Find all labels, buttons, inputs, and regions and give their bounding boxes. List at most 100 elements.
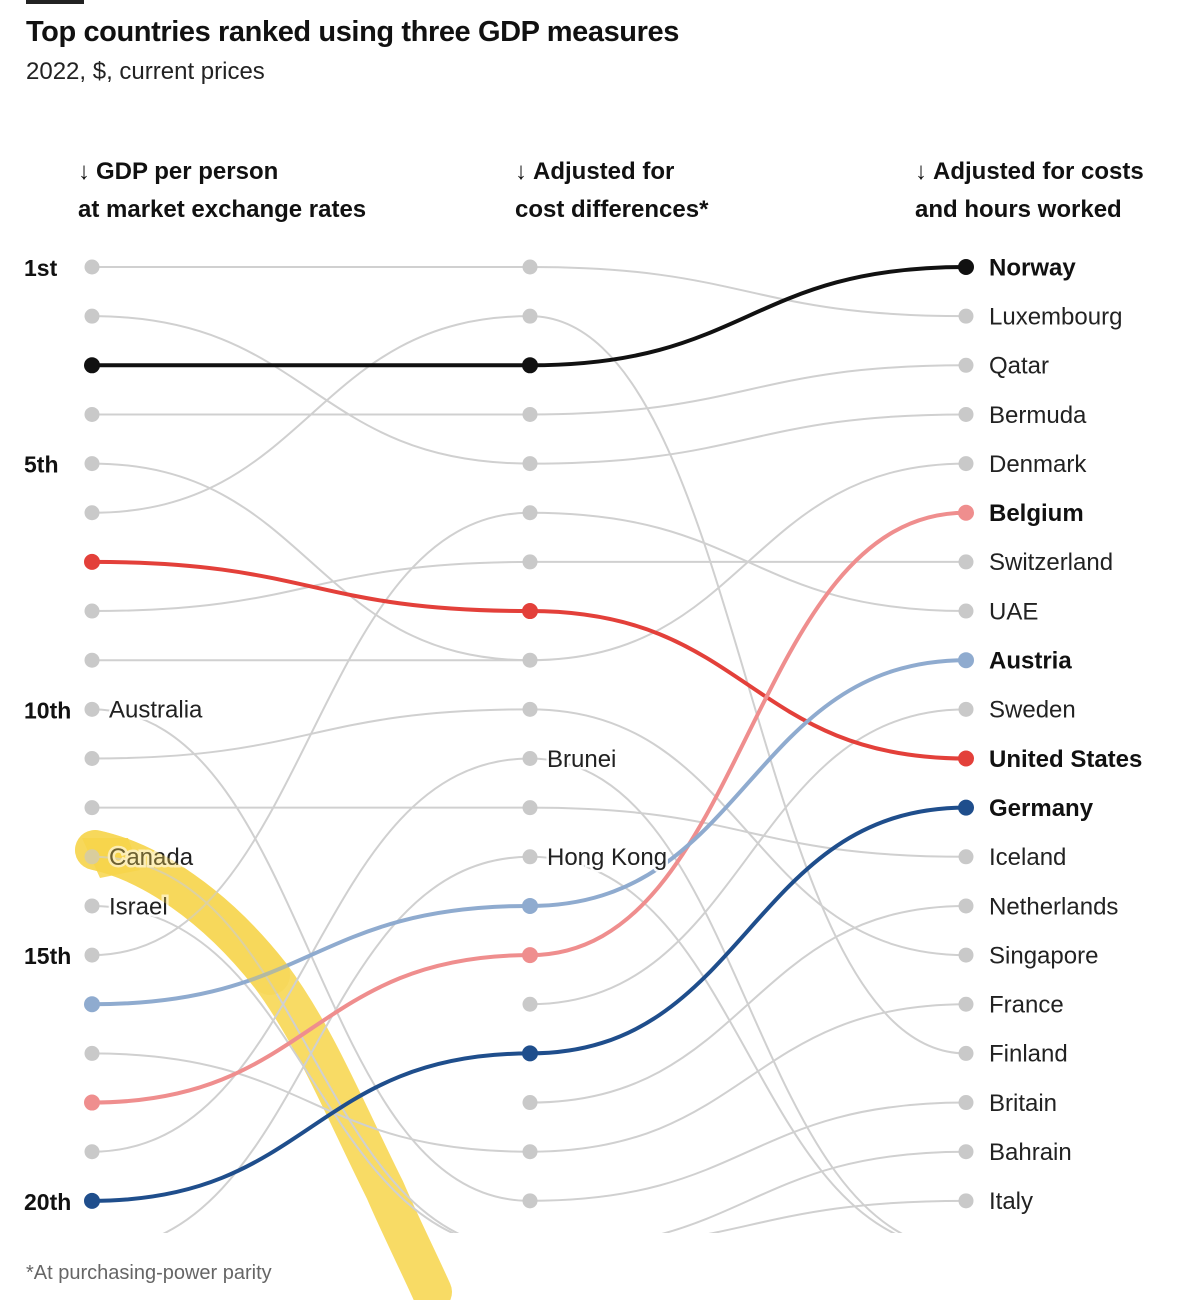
inline-label-canada: Canada — [109, 844, 194, 871]
inline-label-halo: Israel — [109, 893, 168, 920]
highlighter-overlay — [75, 830, 290, 995]
country-label-germany: Germany — [989, 795, 1094, 822]
chart-subtitle: 2022, $, current prices — [26, 58, 265, 85]
rank-dot — [84, 652, 100, 668]
grey-link — [529, 413, 967, 465]
country-label-bermuda: Bermuda — [989, 402, 1087, 429]
rank-dot-highlight — [84, 357, 100, 374]
grey-link — [529, 1101, 967, 1202]
chart-title: Top countries ranked using three GDP mea… — [26, 16, 679, 48]
rank-dot-highlight — [522, 603, 538, 620]
rank-dot — [84, 751, 100, 766]
rank-dot — [84, 456, 100, 472]
column-header-gdp-market: ↓ GDP per person at market exchange rates — [78, 153, 366, 229]
top-rule — [26, 0, 84, 4]
column-header-cost-hours-adjusted: ↓ Adjusted for costs and hours worked — [915, 153, 1144, 229]
rank-dot — [522, 1193, 538, 1209]
rank-dot — [958, 1193, 974, 1209]
grey-link — [529, 266, 967, 318]
grey-link — [529, 855, 897, 1233]
rank-dot — [84, 308, 100, 324]
column-header-line: and hours worked — [915, 196, 1122, 223]
country-label-united-states: United States — [989, 746, 1142, 773]
country-label-qatar: Qatar — [989, 353, 1049, 380]
rank-dot — [84, 849, 100, 865]
rank-dot — [522, 751, 538, 766]
down-arrow-icon: ↓ — [515, 158, 527, 185]
country-label-finland: Finland — [989, 1041, 1068, 1068]
rank-dot — [84, 947, 100, 963]
grey-link — [529, 462, 967, 662]
grey-link — [529, 806, 967, 858]
column-header-line: at market exchange rates — [78, 196, 367, 223]
grey-link — [708, 1199, 967, 1233]
inline-label-australia: Australia — [109, 697, 203, 724]
grey-link — [529, 904, 967, 1104]
grey-link — [91, 904, 456, 1233]
country-label-belgium: Belgium — [989, 500, 1084, 527]
grey-link — [529, 1003, 967, 1153]
rank-label: 1st — [24, 255, 58, 281]
rank-dot — [84, 1144, 100, 1160]
rank-dot-highlight — [84, 553, 100, 570]
rank-dot — [958, 1045, 974, 1061]
rank-dot — [522, 1095, 538, 1111]
rank-dot — [958, 701, 974, 717]
rank-dot — [522, 652, 538, 668]
country-label-singapore: Singapore — [989, 942, 1098, 969]
labels-layer: 1st 5th 10th 15th 20th Norway Luxembourg Qatar B… — [24, 254, 1142, 1215]
rank-dot — [522, 1144, 538, 1160]
grey-link — [91, 315, 531, 465]
rank-label: 15th — [24, 943, 71, 969]
highlighter-stroke — [75, 830, 452, 1300]
rank-dot — [84, 505, 100, 521]
grey-link — [91, 1052, 531, 1153]
country-label-bahrain: Bahrain — [989, 1139, 1072, 1166]
rank-dot — [958, 947, 974, 963]
rank-dot — [84, 701, 100, 717]
rank-dot-highlight — [958, 799, 974, 816]
rank-label: 10th — [24, 697, 71, 723]
country-label-norway: Norway — [989, 254, 1076, 281]
rank-dot — [522, 849, 538, 865]
grey-link — [529, 364, 967, 416]
rank-dot — [958, 996, 974, 1012]
highlight-line-belgium — [91, 510, 967, 1105]
country-label-denmark: Denmark — [989, 451, 1087, 478]
rank-dot — [522, 308, 538, 324]
rank-dot — [522, 554, 538, 570]
inline-label-hong-kong: Hong Kong — [547, 844, 667, 871]
rank-dot — [958, 603, 974, 619]
rank-dot — [958, 406, 974, 422]
rank-dot — [958, 308, 974, 324]
country-label-luxembourg: Luxembourg — [989, 303, 1122, 330]
inline-label-halo: Australia — [109, 697, 203, 724]
country-label-netherlands: Netherlands — [989, 893, 1118, 920]
rank-dot — [522, 800, 538, 816]
country-label-iceland: Iceland — [989, 844, 1066, 871]
rank-dots-layer — [84, 259, 974, 1209]
rank-dot — [958, 357, 974, 373]
rank-dot — [84, 898, 100, 914]
rank-dot — [522, 701, 538, 717]
country-label-austria: Austria — [989, 648, 1072, 675]
rank-dot-highlight — [522, 1045, 538, 1062]
grey-link — [661, 1150, 967, 1233]
inline-label-halo: Hong Kong — [547, 844, 667, 871]
rank-dot — [84, 259, 100, 275]
rank-dot — [958, 456, 974, 472]
inline-label-israel: Israel — [109, 893, 168, 920]
rank-dot — [84, 800, 100, 816]
column-header-line: GDP per person — [96, 158, 279, 185]
country-label-sweden: Sweden — [989, 697, 1076, 724]
rank-dot-highlight — [522, 897, 538, 914]
footnote: *At purchasing-power parity — [26, 1262, 272, 1284]
highlight-line-austria — [91, 658, 967, 1007]
rank-dot — [522, 996, 538, 1012]
rank-dot-highlight — [84, 996, 100, 1013]
rank-label: 20th — [24, 1189, 71, 1215]
inline-label-brunei: Brunei — [547, 746, 616, 773]
rank-dot — [84, 1045, 100, 1061]
rank-dot — [958, 898, 974, 914]
rank-dot — [958, 1144, 974, 1160]
